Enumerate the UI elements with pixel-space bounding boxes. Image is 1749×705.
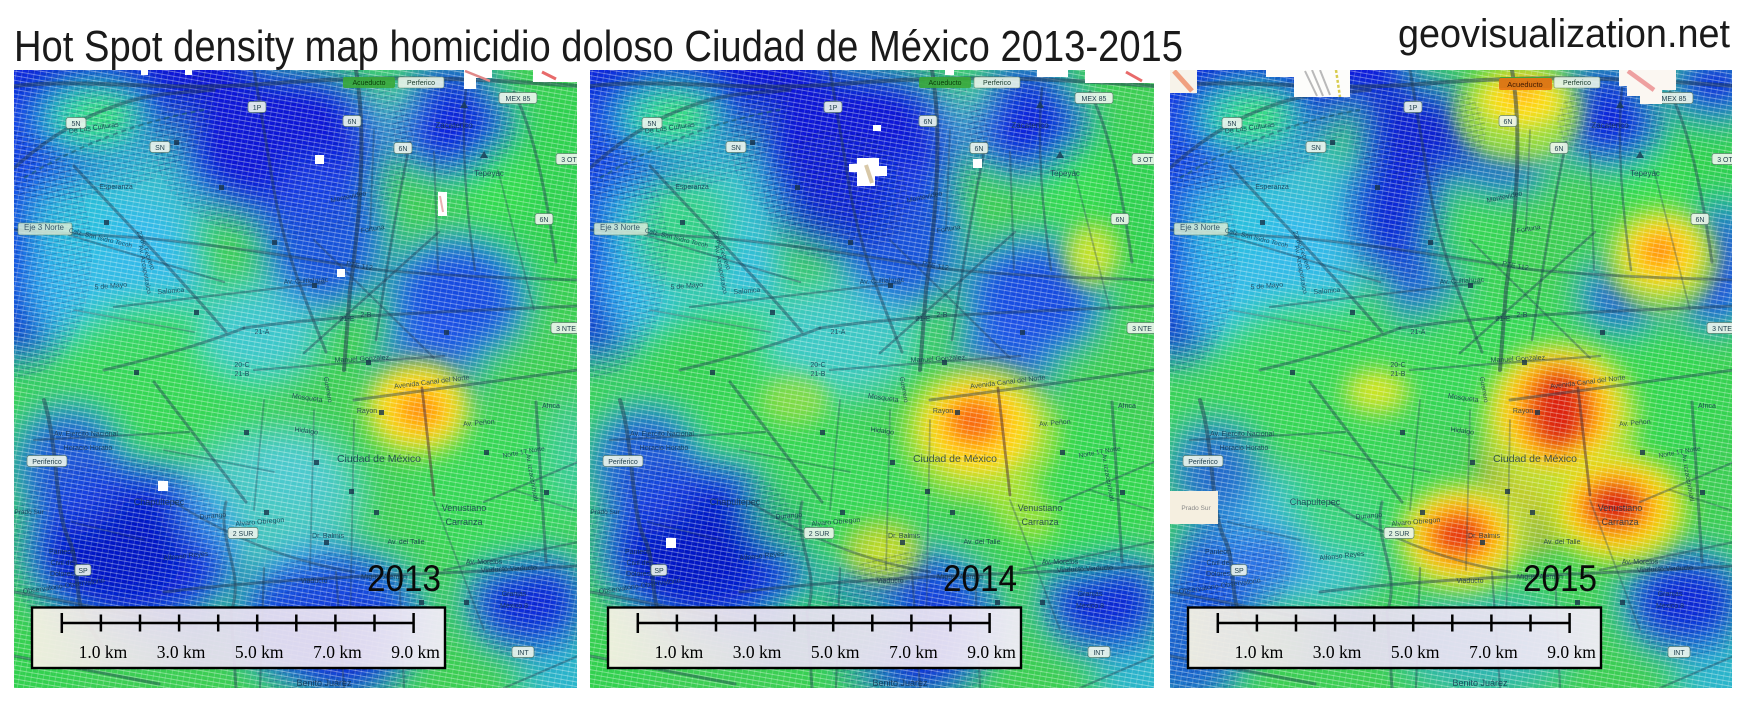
svg-text:Hot Spot density map homicidio: Hot Spot density map homicidio doloso Ci… (14, 22, 1183, 71)
svg-text:Acueducto: Acueducto (1507, 80, 1542, 89)
svg-text:Prado Sur: Prado Sur (1181, 505, 1211, 512)
svg-text:2013: 2013 (367, 558, 441, 599)
svg-text:geovisualization.net: geovisualization.net (1398, 12, 1730, 56)
svg-text:2015: 2015 (1523, 558, 1597, 599)
svg-text:2014: 2014 (943, 558, 1017, 599)
